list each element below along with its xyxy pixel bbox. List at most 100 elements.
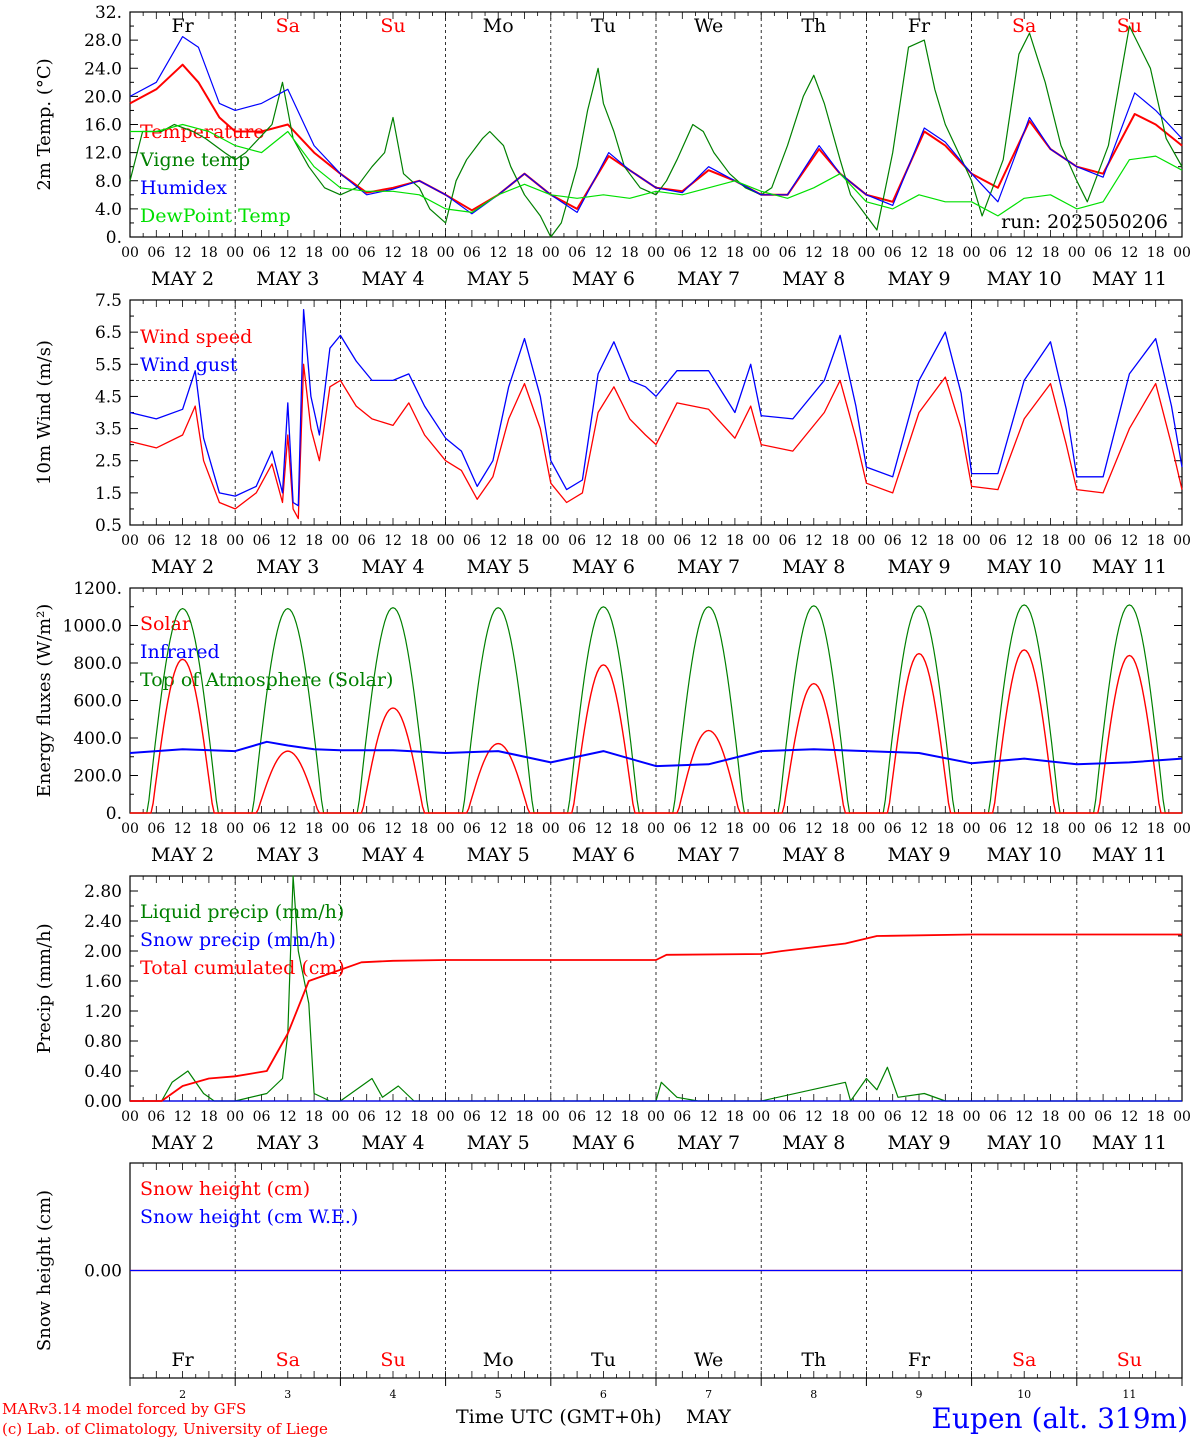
- series-toa-solar: [656, 606, 762, 814]
- y-tick-label: 400.0: [73, 729, 122, 749]
- hour-label: 12: [700, 821, 718, 837]
- y-tick-label: 0.00: [84, 1262, 122, 1282]
- hour-label: 18: [726, 533, 744, 549]
- series-solar: [340, 707, 446, 814]
- weekday-label: Su: [380, 1349, 405, 1371]
- y-tick-label: 24.0: [84, 59, 122, 79]
- hour-label: 00: [1068, 245, 1086, 261]
- hour-label: 18: [410, 533, 428, 549]
- weekday-label: We: [694, 15, 723, 37]
- hour-label: 06: [1094, 821, 1112, 837]
- hour-label: 18: [831, 533, 849, 549]
- series-toa-solar: [971, 604, 1077, 814]
- weekday-label: Fr: [171, 1349, 194, 1371]
- hour-label: 18: [936, 245, 954, 261]
- day-number: 5: [495, 1388, 502, 1401]
- run-label: run: 2025050206: [1001, 211, 1168, 233]
- legend-entry: Infrared: [140, 641, 220, 663]
- hour-label: 00: [1173, 245, 1191, 261]
- hour-label: 00: [647, 533, 665, 549]
- y-tick-label: 2.80: [84, 882, 122, 902]
- hour-label: 12: [700, 1109, 718, 1125]
- footer-month: MAY: [686, 1406, 731, 1428]
- hour-label: 00: [752, 245, 770, 261]
- hour-label: 18: [410, 1109, 428, 1125]
- y-tick-label: 600.0: [73, 692, 122, 712]
- date-label: MAY 4: [361, 556, 424, 578]
- date-label: MAY 7: [677, 844, 740, 866]
- y-axis-label: Snow height (cm): [34, 1190, 55, 1351]
- hour-label: 12: [805, 533, 823, 549]
- hour-label: 12: [279, 245, 297, 261]
- hour-label: 06: [358, 533, 376, 549]
- hour-label: 18: [200, 1109, 218, 1125]
- date-label: MAY 11: [1092, 844, 1167, 866]
- y-tick-label: 4.0: [95, 200, 122, 220]
- weekday-label: Th: [801, 1349, 826, 1371]
- hour-label: 12: [174, 533, 192, 549]
- date-label: MAY 10: [987, 844, 1062, 866]
- date-label: MAY 9: [887, 1132, 950, 1154]
- date-label: MAY 11: [1092, 1132, 1167, 1154]
- weekday-label: Fr: [908, 1349, 931, 1371]
- hour-label: 12: [594, 1109, 612, 1125]
- date-label: MAY 3: [256, 268, 319, 290]
- hour-label: 00: [437, 821, 455, 837]
- hour-label: 12: [489, 821, 507, 837]
- hour-label: 12: [279, 1109, 297, 1125]
- hour-label: 06: [253, 1109, 271, 1125]
- hour-label: 12: [594, 821, 612, 837]
- hour-label: 18: [516, 245, 534, 261]
- y-tick-label: 20.0: [84, 87, 122, 107]
- series-solar: [761, 682, 867, 814]
- legend-entry: Snow height (cm W.E.): [140, 1206, 358, 1228]
- hour-label: 12: [1120, 533, 1138, 549]
- hour-label: 06: [147, 533, 165, 549]
- hour-label: 06: [884, 1109, 902, 1125]
- series-toa-solar: [550, 606, 656, 814]
- date-label: MAY 9: [887, 844, 950, 866]
- y-tick-label: 1000.0: [63, 617, 122, 637]
- hour-label: 18: [726, 245, 744, 261]
- hour-label: 06: [779, 533, 797, 549]
- hour-label: 06: [147, 245, 165, 261]
- hour-label: 12: [805, 1109, 823, 1125]
- y-tick-label: 2.40: [84, 912, 122, 932]
- hour-label: 00: [226, 821, 244, 837]
- series-toa-solar: [130, 607, 236, 814]
- hour-label: 06: [147, 821, 165, 837]
- hour-label: 00: [857, 245, 875, 261]
- y-tick-label: 0.40: [84, 1062, 122, 1082]
- date-label: MAY 8: [782, 556, 845, 578]
- hour-label: 00: [121, 245, 139, 261]
- hour-label: 00: [857, 1109, 875, 1125]
- y-tick-label: 8.0: [95, 172, 122, 192]
- series-infrared: [129, 740, 1183, 768]
- date-label: MAY 7: [677, 268, 740, 290]
- hour-label: 12: [700, 245, 718, 261]
- date-label: MAY 8: [782, 268, 845, 290]
- series-wind-gust: [129, 308, 1183, 507]
- y-tick-label: 7.5: [95, 291, 122, 311]
- hour-label: 12: [805, 821, 823, 837]
- date-label: MAY 2: [151, 844, 214, 866]
- series-toa-solar: [761, 605, 867, 814]
- hour-label: 00: [647, 821, 665, 837]
- y-tick-label: 28.0: [84, 31, 122, 51]
- y-tick-label: 0.: [106, 228, 122, 248]
- hour-label: 12: [384, 821, 402, 837]
- hour-label: 12: [489, 1109, 507, 1125]
- hour-label: 00: [331, 821, 349, 837]
- hour-label: 18: [1042, 821, 1060, 837]
- hour-label: 18: [200, 821, 218, 837]
- hour-label: 18: [621, 533, 639, 549]
- hour-label: 00: [542, 1109, 560, 1125]
- hour-label: 06: [779, 821, 797, 837]
- date-label: MAY 10: [987, 268, 1062, 290]
- series-toa-solar: [235, 607, 341, 814]
- hour-label: 18: [726, 821, 744, 837]
- hour-label: 12: [1120, 1109, 1138, 1125]
- hour-label: 00: [226, 533, 244, 549]
- hour-label: 06: [989, 1109, 1007, 1125]
